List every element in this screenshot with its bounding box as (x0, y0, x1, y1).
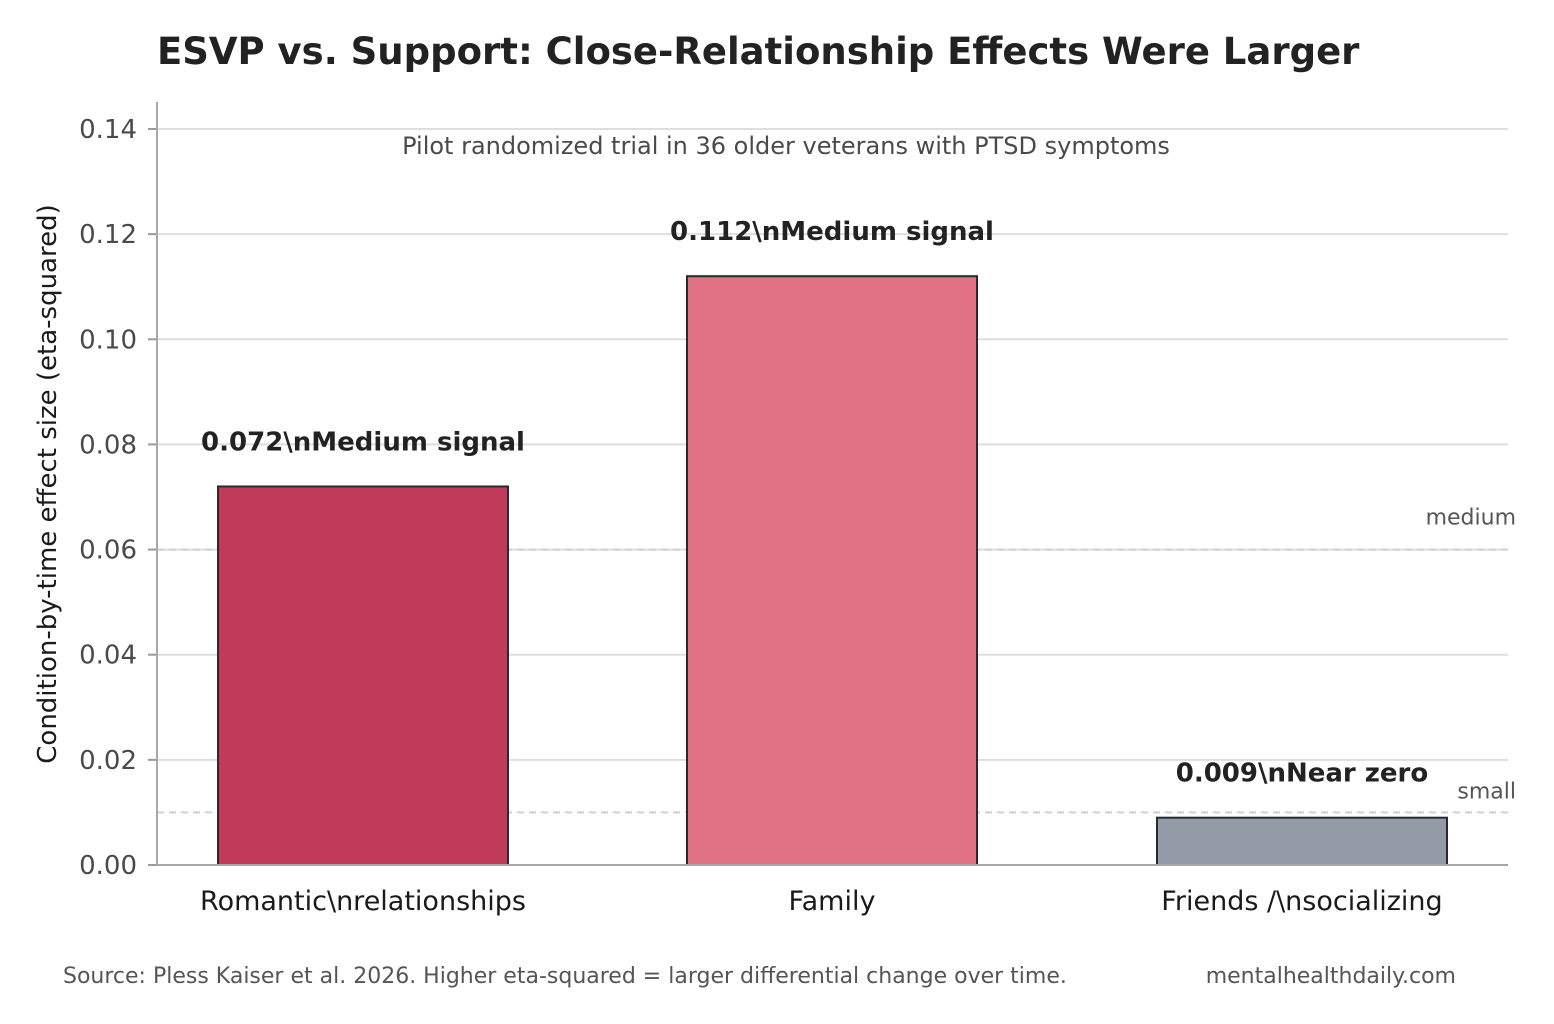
source-note: Source: Pless Kaiser et al. 2026. Higher… (63, 964, 1067, 989)
x-tick-label: Romantic\nrelationships (200, 886, 526, 917)
bar-value-label: 0.072\nMedium signal (201, 427, 525, 457)
bar-3 (1156, 816, 1448, 867)
reference-label-medium: medium (1426, 506, 1516, 531)
y-tick-label: 0.10 (79, 325, 137, 355)
y-tick-label: 0.14 (79, 115, 137, 145)
x-tick-label: Friends /\nsocializing (1161, 886, 1442, 917)
x-tick-label: Family (789, 886, 876, 917)
y-tick-label: 0.06 (79, 536, 137, 566)
bar-value-label: 0.112\nMedium signal (670, 217, 994, 247)
y-tick-label: 0.04 (79, 641, 137, 671)
chart-subtitle: Pilot randomized trial in 36 older veter… (402, 132, 1170, 160)
site-credit: mentalhealthdaily.com (1206, 964, 1456, 989)
bar-2 (686, 275, 978, 866)
axes: 0.00 0.02 0.04 0.06 0.08 0.10 0.12 0.14 Romantic… (79, 102, 1508, 917)
bars: 0.072\nMedium signal 0.112\nMedium signal… (201, 217, 1448, 867)
y-tick-label: 0.12 (79, 220, 137, 250)
chart-title: ESVP vs. Support: Close-Relationship Eff… (157, 30, 1360, 73)
y-tick-label: 0.08 (79, 430, 137, 460)
bar-1 (217, 485, 509, 866)
y-axis-label: Condition-by-time effect size (eta-squar… (33, 204, 63, 763)
y-tick-label: 0.00 (79, 851, 137, 881)
y-tick-label: 0.02 (79, 746, 137, 776)
bar-value-label: 0.009\nNear zero (1176, 759, 1429, 789)
reference-label-small: small (1457, 779, 1516, 804)
